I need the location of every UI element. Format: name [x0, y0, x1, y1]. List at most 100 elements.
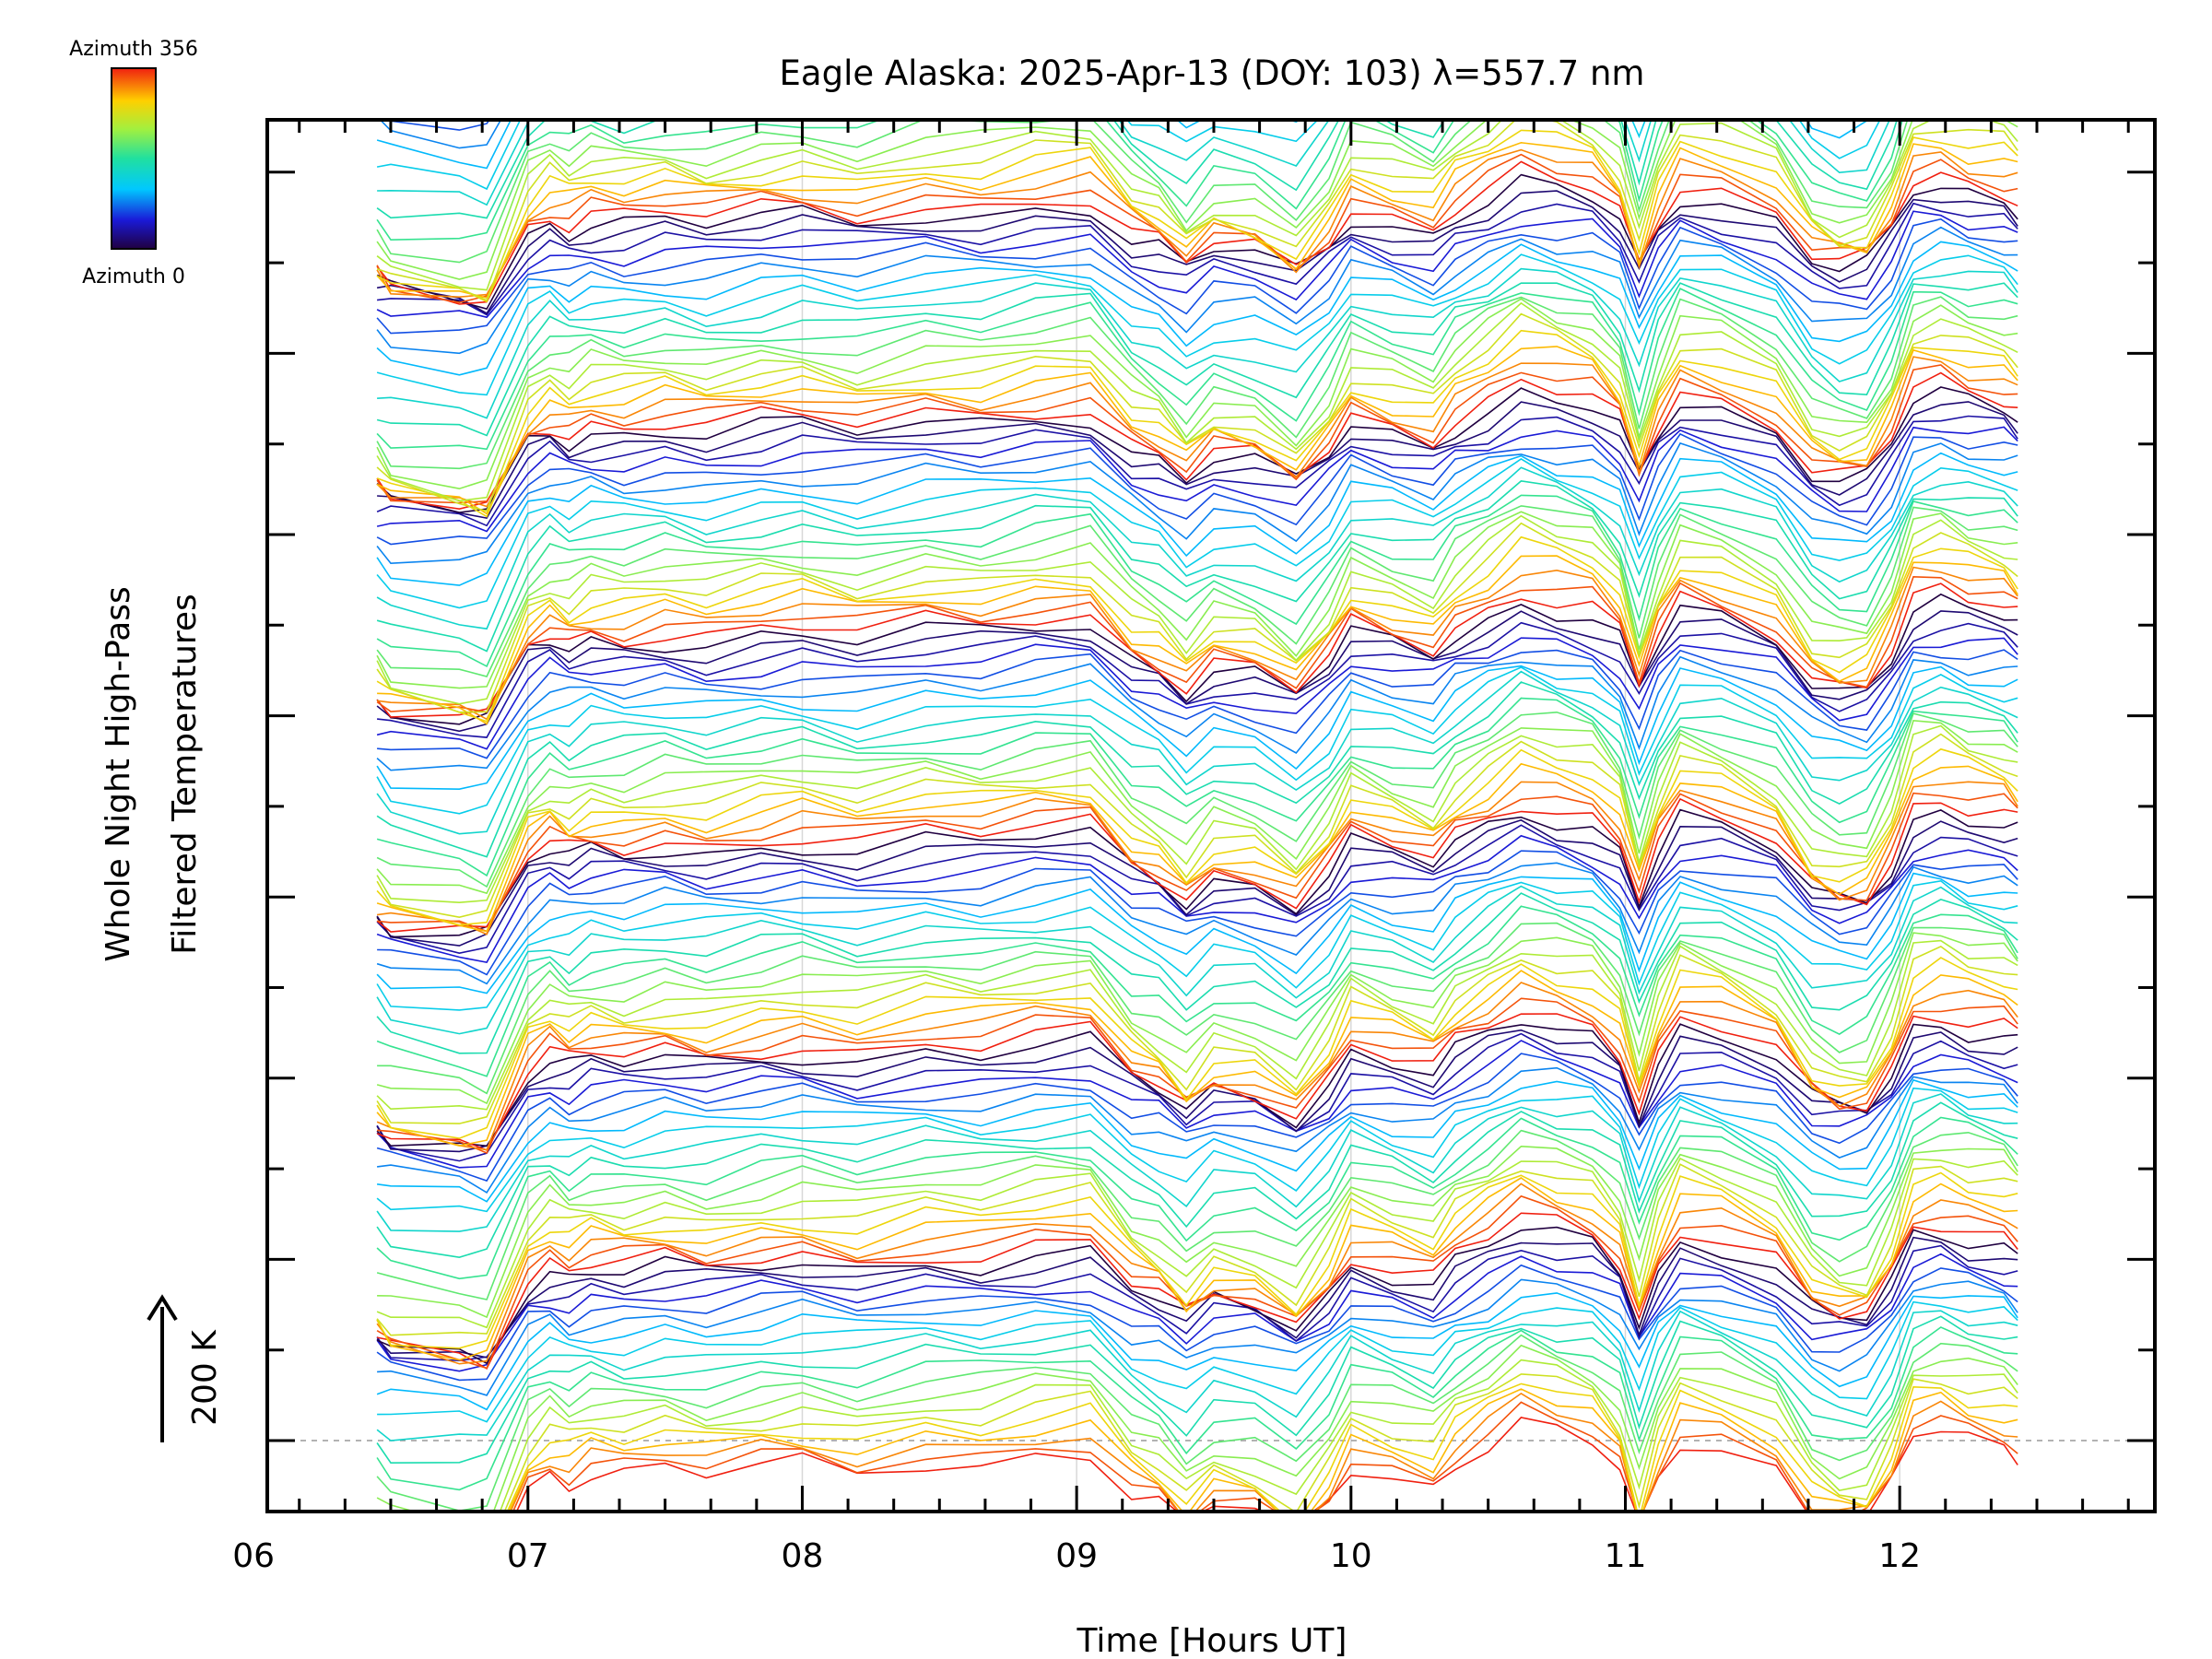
- series-line: [377, 120, 1891, 206]
- series-line: [376, 834, 2018, 963]
- series-layer: [376, 120, 2018, 1512]
- x-tick-label: 10: [1330, 1537, 1372, 1575]
- series-line: [376, 120, 1881, 191]
- series-line: [376, 957, 2018, 1139]
- x-tick-label: 07: [507, 1537, 549, 1575]
- series-line: [376, 153, 2018, 304]
- series-line: [376, 432, 2018, 546]
- x-axis-label: Time [Hours UT]: [1077, 1622, 1347, 1659]
- series-line: [376, 1163, 2018, 1336]
- series-line: [377, 401, 2018, 519]
- series-line: [376, 945, 2018, 1124]
- x-tick-label: 11: [1605, 1537, 1647, 1575]
- series-line: [376, 697, 2018, 877]
- series-line: [376, 1078, 2018, 1203]
- series-line: [377, 649, 2018, 759]
- series-line: [376, 535, 2018, 723]
- series-line: [376, 762, 2018, 933]
- x-tick-label: 06: [232, 1537, 275, 1575]
- series-line: [376, 426, 2018, 533]
- series-line: [376, 1264, 2018, 1382]
- series-line: [376, 575, 2018, 713]
- series-line: [377, 1278, 2018, 1396]
- series-line: [376, 1032, 2018, 1162]
- series-line: [376, 371, 2018, 511]
- series-line: [376, 637, 2018, 750]
- series-line: [376, 733, 2018, 919]
- x-tick-label: 09: [1055, 1537, 1098, 1575]
- series-line: [376, 288, 2018, 451]
- series-line: [376, 312, 2018, 512]
- series-line: [376, 670, 2018, 835]
- series-line: [376, 593, 2018, 725]
- series-line: [376, 346, 2018, 515]
- series-line: [376, 120, 2018, 280]
- series-line: [376, 879, 2018, 1011]
- series-line: [377, 621, 2018, 738]
- series-line: [376, 905, 2018, 1077]
- series-line: [376, 505, 2018, 677]
- series-line: [376, 818, 2018, 947]
- series-line: [376, 1053, 2018, 1182]
- series-line: [377, 555, 2018, 725]
- series-line: [376, 719, 2018, 895]
- series-line: [376, 511, 2018, 689]
- series-line: [376, 681, 2018, 858]
- y-axis-label-line2: Filtered Temperatures: [166, 594, 204, 955]
- series-line: [376, 241, 2018, 376]
- series-line: [376, 747, 2018, 926]
- series-line: [377, 792, 2018, 933]
- series-line: [503, 1373, 2018, 1512]
- series-line: [376, 939, 2018, 1111]
- series-line: [512, 1401, 2018, 1512]
- series-line: [377, 1145, 2018, 1319]
- x-tick-label: 08: [782, 1537, 824, 1575]
- series-line: [376, 120, 1903, 241]
- colorbar-top-label: Azimuth 356: [69, 38, 198, 61]
- series-line: [376, 566, 2018, 721]
- tick-layer: [267, 120, 2155, 1512]
- series-line: [376, 120, 1869, 170]
- series-line: [376, 1334, 2018, 1512]
- series-line: [376, 120, 2018, 301]
- series-line: [377, 202, 2018, 316]
- series-line: [376, 282, 2018, 437]
- series-line: [377, 1300, 2018, 1423]
- series-line: [376, 1326, 2018, 1491]
- scale-label: 200 K: [186, 1329, 224, 1426]
- y-axis-label-line1: Whole Night High-Pass: [100, 586, 137, 962]
- series-line: [376, 1101, 2018, 1259]
- series-line: [376, 441, 2018, 565]
- series-line: [376, 724, 2018, 904]
- series-line: [377, 997, 2018, 1155]
- series-line: [376, 141, 2018, 300]
- series-line: [376, 665, 2018, 791]
- series-line: [376, 1087, 2018, 1213]
- series-line: [376, 666, 2018, 815]
- series-line: [376, 797, 2018, 933]
- series-line: [376, 298, 2018, 490]
- series-line: [506, 1382, 2018, 1512]
- colorbar-bottom-label: Azimuth 0: [82, 265, 185, 288]
- series-line: [376, 458, 2018, 609]
- series-line: [376, 970, 2018, 1147]
- series-line: [376, 1194, 2018, 1370]
- series-line: [376, 1182, 2018, 1365]
- series-line: [376, 1244, 2018, 1362]
- series-line: [376, 808, 2018, 938]
- series-line: [376, 253, 2018, 396]
- colorbar: [111, 67, 157, 250]
- series-line: [376, 466, 2018, 630]
- series-line: [376, 982, 2018, 1151]
- series-line: [376, 356, 2018, 508]
- series-line: [376, 582, 2018, 718]
- series-line: [376, 1129, 2018, 1300]
- series-line: [376, 781, 2018, 935]
- series-line: [376, 329, 2018, 518]
- series-line: [376, 872, 2018, 994]
- series-line: [376, 386, 2018, 513]
- series-line: [376, 1157, 2018, 1329]
- series-line: [376, 364, 2018, 504]
- series-line: [377, 267, 2018, 419]
